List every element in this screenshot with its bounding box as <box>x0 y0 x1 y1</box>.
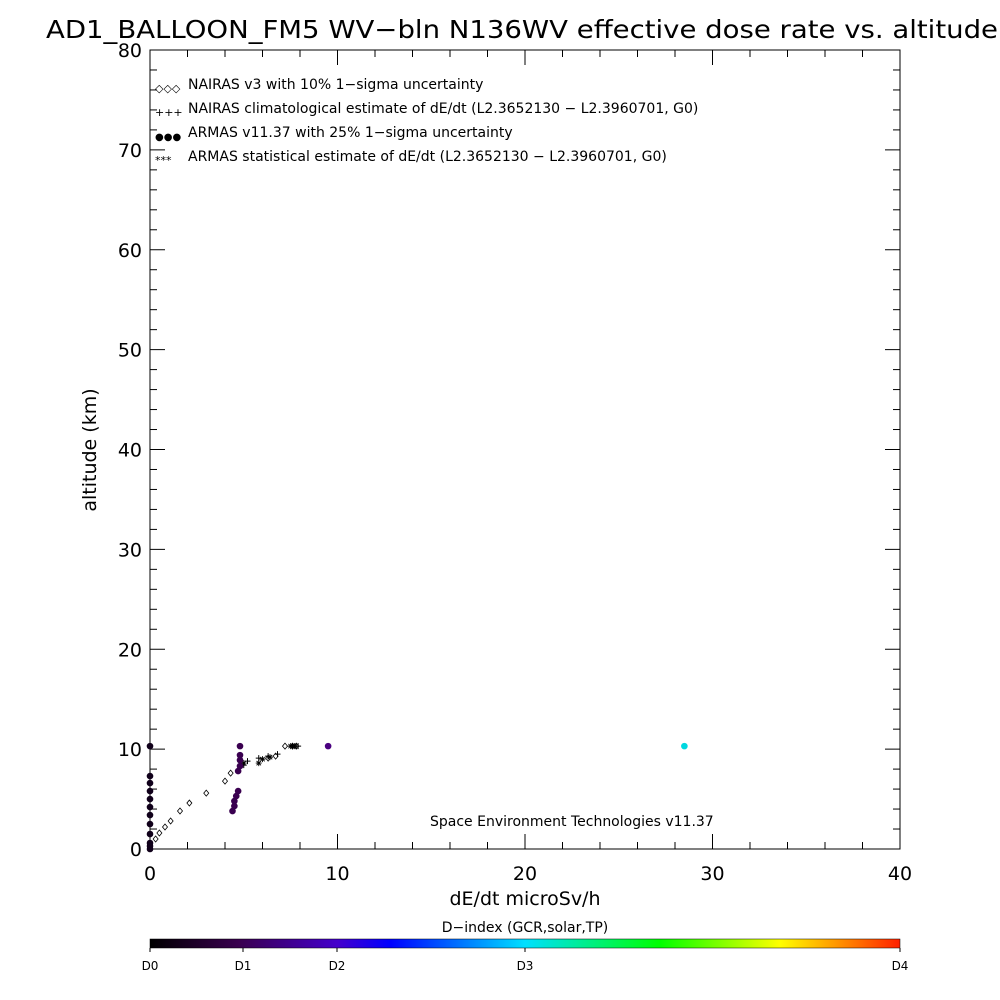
data-point-asterisk <box>287 743 294 750</box>
data-point-dot <box>146 830 154 838</box>
x-axis-label: dE/dt microSv/h <box>449 888 600 910</box>
x-tick-label: 0 <box>144 863 156 885</box>
legend-label: ARMAS v11.37 with 25% 1−sigma uncertaint… <box>188 125 513 141</box>
data-point-dot <box>681 742 688 750</box>
data-point-plus <box>274 751 281 758</box>
colorbar-tick-label: D4 <box>892 959 909 973</box>
data-point-dot <box>146 779 154 787</box>
data-point-asterisk <box>240 760 247 767</box>
colorbar-tick-label: D1 <box>235 959 252 973</box>
data-point-diamond <box>221 777 229 785</box>
data-point-diamond <box>227 769 234 777</box>
legend-label: NAIRAS climatological estimate of dE/dt … <box>188 101 698 117</box>
data-point-dot <box>146 820 154 828</box>
colorbar-title: D−index (GCR,solar,TP) <box>442 920 609 936</box>
legend-marker: ●●● <box>155 132 181 143</box>
data-point-dot <box>232 792 240 800</box>
data-point-diamond <box>152 835 159 843</box>
y-tick-label: 0 <box>130 839 142 861</box>
data-point-dot <box>146 742 154 750</box>
data-point-asterisk <box>255 760 262 767</box>
data-point-dot <box>236 756 244 764</box>
y-tick-label: 20 <box>118 639 142 661</box>
data-point-asterisk <box>291 743 298 750</box>
x-tick-label: 20 <box>513 863 537 885</box>
legend-item: *** ARMAS statistical estimate of dE/dt (… <box>155 149 667 167</box>
series-diamond <box>152 742 300 843</box>
y-tick-label: 40 <box>118 440 142 462</box>
data-point-asterisk <box>259 756 266 763</box>
data-point-diamond <box>156 829 163 837</box>
data-point-dot <box>231 802 238 810</box>
data-point-dot <box>236 762 244 770</box>
data-point-asterisk <box>267 754 273 761</box>
data-point-diamond <box>186 799 193 807</box>
chart-title: AD1_BALLOON_FM5 WV−bln N136WV effective … <box>46 15 998 44</box>
series-dot <box>146 742 688 853</box>
legend-label: NAIRAS v3 with 10% 1−sigma uncertainty <box>188 77 483 93</box>
data-point-dot <box>234 787 242 795</box>
annotation-credit: Space Environment Technologies v11.37 <box>430 814 714 830</box>
plot-frame <box>149 49 901 850</box>
legend-label: ARMAS statistical estimate of dE/dt (L2.… <box>188 149 667 165</box>
y-tick-label: 50 <box>118 340 142 362</box>
x-tick-label: 30 <box>700 863 724 885</box>
y-tick-label: 80 <box>118 40 142 62</box>
legend-item: ◇◇◇ NAIRAS v3 with 10% 1−sigma uncertaint… <box>155 77 483 95</box>
data-point-dot <box>324 742 332 750</box>
data-point-diamond <box>281 742 289 750</box>
data-point-diamond <box>203 789 210 797</box>
legend-item: ●●● ARMAS v11.37 with 25% 1−sigma uncerta… <box>155 125 513 143</box>
data-point-diamond <box>161 823 169 831</box>
y-tick-label: 10 <box>118 739 142 761</box>
data-point-dot <box>229 807 236 815</box>
x-axis-ticks: 0 10 20 30 40 <box>144 50 912 885</box>
x-tick-label: 40 <box>888 863 912 885</box>
data-point-dot <box>236 742 244 750</box>
legend: ◇◇◇ NAIRAS v3 with 10% 1−sigma uncertaint… <box>155 77 698 167</box>
data-point-dot <box>236 751 244 759</box>
data-point-dot <box>231 797 238 805</box>
legend-item: +++ NAIRAS climatological estimate of dE/… <box>155 101 698 119</box>
legend-marker: *** <box>155 154 172 167</box>
colorbar-ticks: D0 D1 D2 D3 D4 <box>142 948 909 973</box>
series-layer <box>146 742 688 853</box>
data-point-diamond <box>176 807 184 815</box>
y-tick-label: 60 <box>118 240 142 262</box>
colorbar-tick-label: D3 <box>517 959 534 973</box>
colorbar-tick-label: D2 <box>329 959 346 973</box>
colorbar-tick-label: D0 <box>142 959 159 973</box>
data-point-diamond <box>167 817 174 825</box>
data-point-dot <box>146 803 154 811</box>
x-tick-label: 10 <box>325 863 349 885</box>
y-tick-label: 70 <box>118 140 142 162</box>
colorbar <box>149 938 901 949</box>
data-point-dot <box>146 772 154 780</box>
y-axis-label: altitude (km) <box>79 388 101 511</box>
data-point-dot <box>146 811 154 819</box>
data-point-dot <box>146 787 154 795</box>
data-point-dot <box>234 767 242 775</box>
data-point-dot <box>146 839 154 847</box>
y-axis-ticks: 0 10 20 30 40 50 60 70 80 <box>118 40 900 861</box>
legend-marker: ◇◇◇ <box>155 82 181 95</box>
data-point-dot <box>146 795 154 803</box>
legend-marker: +++ <box>155 106 183 119</box>
y-tick-label: 30 <box>118 539 142 561</box>
